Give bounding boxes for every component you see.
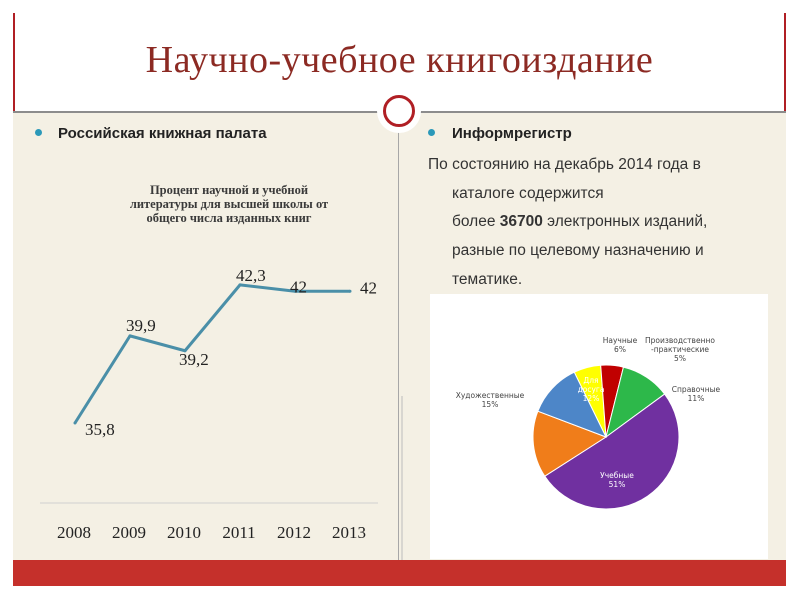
data-label: 35,8 [85, 420, 115, 439]
header-right-rule [784, 13, 786, 111]
x-tick-label: 2010 [167, 523, 201, 542]
x-tick-label: 2011 [222, 523, 255, 542]
pie-slice [544, 393, 680, 510]
pie-slice-label: Для досуга 12% [578, 376, 605, 403]
ring-ornament-icon [379, 91, 419, 131]
bullet-icon [35, 129, 42, 136]
pie-slice [532, 410, 608, 477]
info-text: более [452, 213, 500, 230]
right-heading: Информрегистр [452, 125, 572, 142]
bullet-icon [428, 129, 435, 136]
info-count: 36700 [499, 213, 543, 230]
data-label: 39,9 [126, 316, 156, 335]
data-point [183, 349, 187, 353]
data-label: 39,2 [179, 350, 209, 369]
info-line: разные по целевому назначению и [452, 242, 704, 259]
footer-band [13, 560, 786, 586]
data-label: 42,3 [236, 266, 266, 285]
data-point [73, 421, 77, 425]
info-line: более 36700 электронных изданий, [452, 213, 707, 231]
pie-slice-label: Учебные 51% [600, 471, 634, 489]
data-label: 42 [360, 278, 377, 297]
x-tick-label: 2009 [112, 523, 146, 542]
info-line: тематике. [452, 271, 523, 288]
series-line [73, 283, 350, 424]
pie-slice-label: Справочные 11% [672, 385, 721, 403]
pie-slice-label: Производственно -практические 5% [645, 336, 715, 363]
data-point [293, 289, 297, 293]
info-line: каталоге содержится [452, 185, 604, 202]
line-chart-title-line: литературы для высшей школы от [129, 197, 329, 211]
column-separator [398, 113, 399, 560]
data-label: 42 [290, 277, 307, 296]
x-tick-label: 2012 [277, 523, 311, 542]
header-left-rule [13, 13, 15, 111]
page-title: Научно-учебное книгоиздание [145, 39, 654, 81]
pie-slice-label: Художественные 15% [456, 391, 525, 409]
data-point [348, 289, 352, 293]
line-chart-title-line: Процент научной и учебной [149, 183, 309, 197]
x-tick-label: 2013 [332, 523, 366, 542]
line-chart-title: Процент научной и учебной литературы для… [98, 183, 360, 225]
data-point [128, 334, 132, 338]
x-tick-label: 2008 [57, 523, 91, 542]
info-line: По состоянию на декабрь 2014 года в [428, 156, 701, 173]
info-text: электронных изданий, [542, 213, 708, 230]
pie-slice [537, 371, 608, 438]
pie-slice-label: Научные 6% [603, 336, 638, 354]
left-heading: Российская книжная палата [58, 125, 267, 142]
line-chart-title-line: общего числа изданных книг [146, 211, 312, 225]
data-point [238, 283, 242, 287]
